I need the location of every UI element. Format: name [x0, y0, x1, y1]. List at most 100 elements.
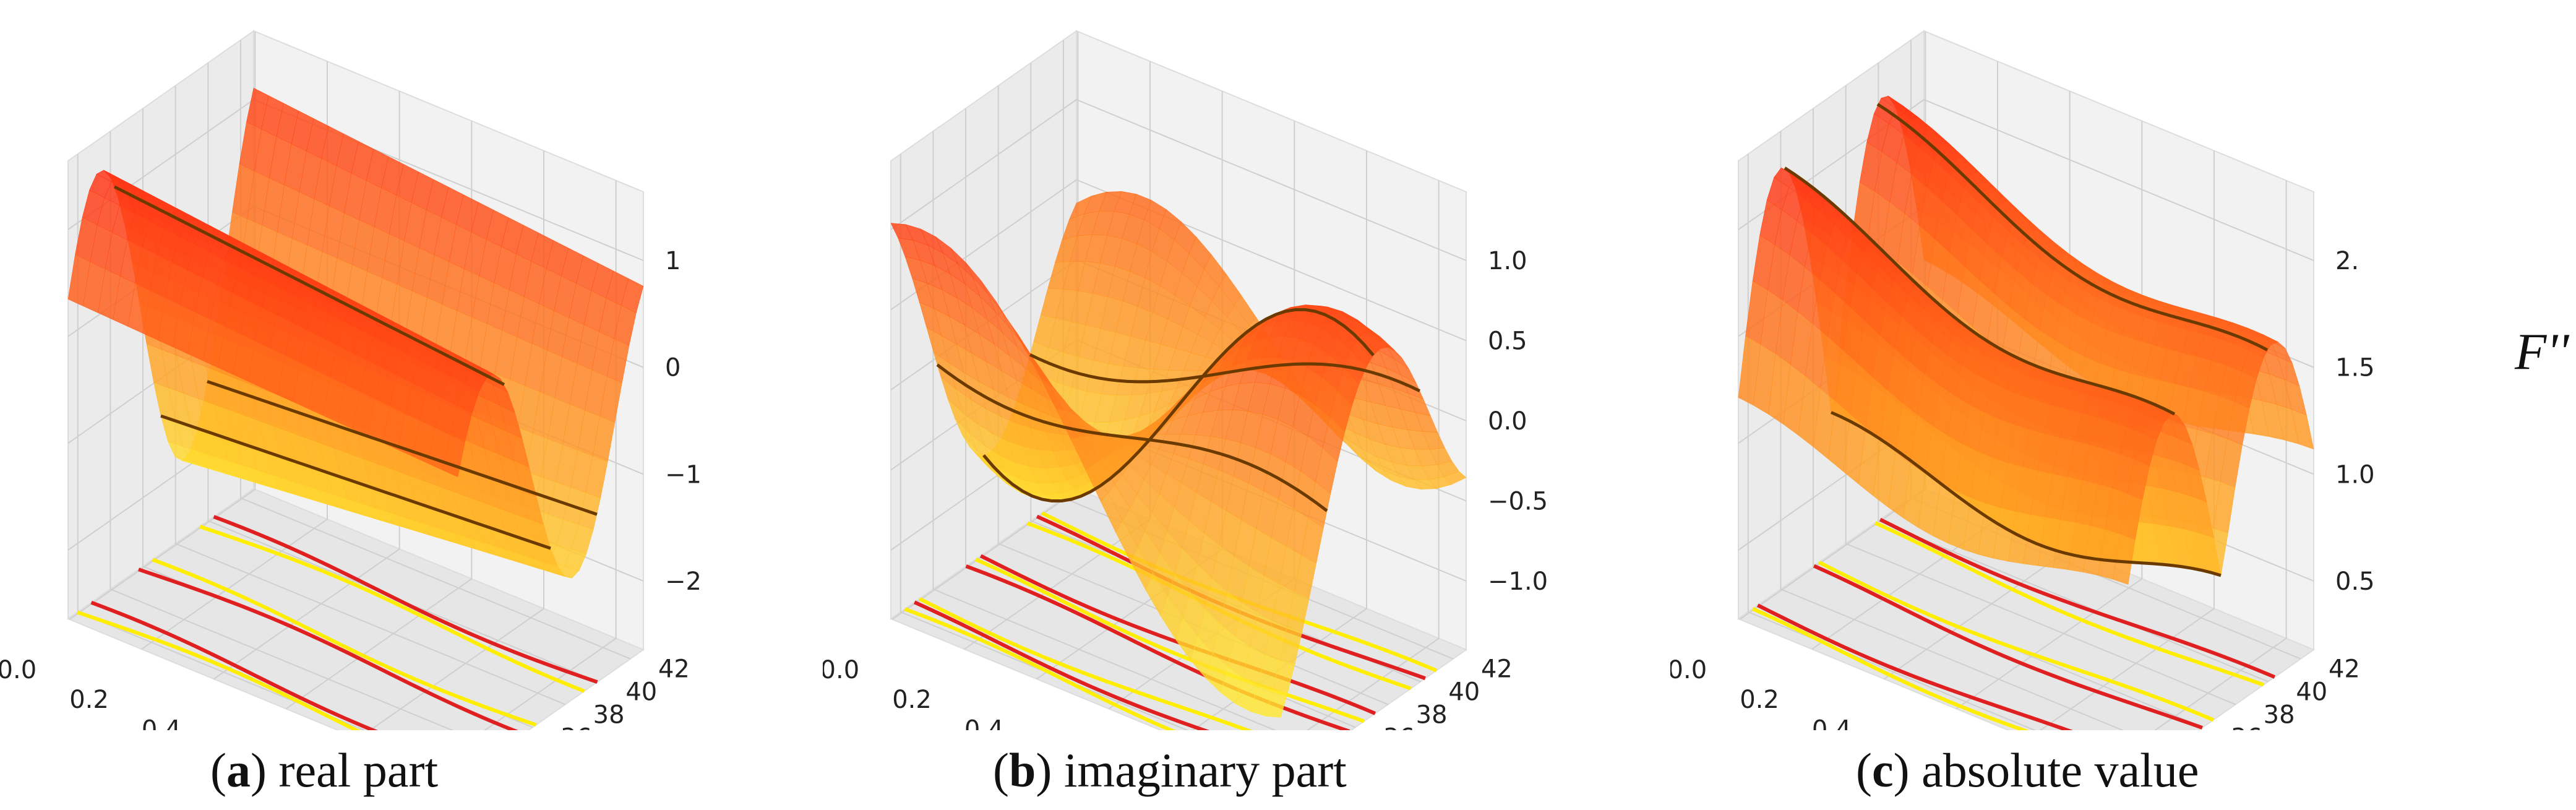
surface-patch [1265, 690, 1288, 718]
surface-contour-line [113, 185, 505, 386]
y-tick-label: 42 [2329, 655, 2360, 684]
caption-a: (a) real part [210, 743, 439, 797]
surface-contours [113, 185, 598, 550]
surface [890, 191, 1467, 718]
surface-contour-line [1876, 103, 2269, 351]
z-tick-label: −0.5 [1488, 488, 1548, 516]
floor-contour-line [1879, 517, 2276, 679]
caption-c-letter: c [1871, 743, 1894, 797]
z-tick-label: 1.5 [2335, 354, 2375, 382]
grid-line-y [899, 153, 1189, 730]
z-tick-label: −1.0 [1488, 567, 1548, 596]
x-tick-label: 0.2 [892, 686, 932, 714]
plot-area: 0.00.20.40.60.81.03234363840422.1.51.00.… [1670, 30, 2375, 730]
floor-contour-line [904, 607, 1176, 730]
z-tick-label: 2. [2335, 247, 2359, 275]
y-axis-label: y [1482, 727, 1500, 730]
surface [1738, 95, 2314, 585]
floor-contour-line [90, 600, 378, 730]
x-tick-label: 0.2 [69, 686, 109, 714]
surface-contour-line [207, 380, 598, 516]
z-tick-label: −1 [665, 460, 702, 489]
y-axis-label: y [659, 727, 677, 730]
floor-contour-line [918, 597, 1253, 730]
y-tick-label: 42 [658, 655, 690, 684]
surface-contour-line [1830, 411, 2222, 577]
floor-contour-line [1813, 564, 2203, 730]
y-tick-label: 38 [2264, 700, 2295, 729]
z-tick-label: 1.0 [1488, 247, 1527, 275]
caption-b: (b) imaginary part [993, 743, 1347, 797]
surface-patch [2113, 533, 2136, 585]
floor-contours [1751, 517, 2276, 730]
x-tick-label: 0.2 [1740, 686, 1779, 714]
plot-area: 0.00.20.40.60.81.032343638404210−1−2xy [0, 30, 702, 730]
floor-contour-line [979, 554, 1376, 715]
surface-contour-line [1784, 166, 2176, 416]
x-tick-label: 0.0 [823, 656, 859, 684]
z-tick-label: 0 [665, 354, 680, 382]
side-label: F'' [2515, 323, 2569, 381]
z-tick-label: 1 [665, 247, 680, 275]
grid-line-y [207, 62, 598, 683]
floor-contour-line [213, 515, 598, 684]
z-tick-label: 0.0 [1488, 407, 1527, 436]
z-tick-label: −2 [665, 567, 702, 596]
floor-contour-line [1756, 603, 2073, 730]
grid-line-x [1307, 180, 1440, 730]
grid-line-x [1956, 121, 2143, 710]
chart-absolute-value: 0.00.20.40.60.81.03234363840422.1.51.00.… [1670, 30, 2375, 730]
floor-contour-line [1751, 607, 2030, 730]
chart-real-part: 0.00.20.40.60.81.032343638404210−1−2xy [0, 30, 702, 730]
y-tick-label: 40 [1448, 678, 1480, 707]
grid-line-x [2039, 150, 2215, 730]
surface-contours [936, 308, 1421, 512]
z-tick-label: 0.5 [2335, 567, 2375, 596]
floor-contour-line [199, 525, 585, 693]
plot-area: 0.00.20.40.60.81.03234363840421.00.50.0−… [823, 30, 1548, 730]
floor-contour-line [152, 558, 537, 727]
grid-line-z [890, 98, 1467, 261]
x-tick-label: 0.4 [142, 715, 181, 730]
caption-a-text: real part [266, 743, 439, 797]
y-tick-label: 36 [560, 723, 592, 730]
grid-line-x [2154, 180, 2287, 730]
x-tick-label: 0.4 [964, 715, 1004, 730]
caption-c: (c) absolute value [1856, 743, 2199, 797]
surface-contour-line [160, 414, 551, 550]
z-tick-label: 1.0 [2335, 460, 2375, 489]
x-tick-label: 0.0 [0, 656, 36, 684]
grid-line-y [1747, 153, 2037, 730]
floor-contours [77, 515, 598, 730]
tick-labels: 0.00.20.40.60.81.03234363840422.1.51.00.… [1670, 247, 2375, 730]
y-tick-label: 42 [1481, 655, 1513, 684]
x-tick-label: 0.0 [1670, 656, 1707, 684]
tick-labels: 0.00.20.40.60.81.03234363840421.00.50.0−… [823, 247, 1548, 730]
floor-contour-line [1874, 521, 2264, 687]
y-tick-label: 40 [625, 678, 657, 707]
chart-imaginary-part: 0.00.20.40.60.81.03234363840421.00.50.0−… [823, 30, 1548, 730]
tick-labels: 0.00.20.40.60.81.032343638404210−1−2 [0, 247, 702, 730]
floor-contour-line [913, 600, 1210, 730]
caption-b-letter: b [1008, 743, 1036, 797]
y-tick-label: 38 [1416, 700, 1448, 729]
surface-contour-line [982, 308, 1375, 503]
floor-pane [66, 488, 645, 730]
caption-b-text: imaginary part [1052, 743, 1347, 797]
y-tick-label: 40 [2296, 678, 2327, 707]
caption-c-text: absolute value [1909, 743, 2199, 797]
y-tick-label: 36 [1383, 723, 1415, 730]
surface-contour-line [936, 363, 1328, 512]
surface-contour-line [1029, 353, 1421, 392]
floor-contour-line [1818, 561, 2215, 722]
floor-contour-line [974, 558, 1365, 723]
z-tick-label: 0.5 [1488, 327, 1527, 356]
y-tick-label: 36 [2231, 723, 2262, 730]
surface-contours [1784, 103, 2269, 577]
floor-contour-line [77, 610, 361, 730]
x-tick-label: 0.4 [1812, 715, 1852, 730]
y-axis-label: y [2329, 727, 2347, 730]
floor-contour-line [138, 567, 518, 730]
y-tick-label: 38 [593, 700, 625, 729]
